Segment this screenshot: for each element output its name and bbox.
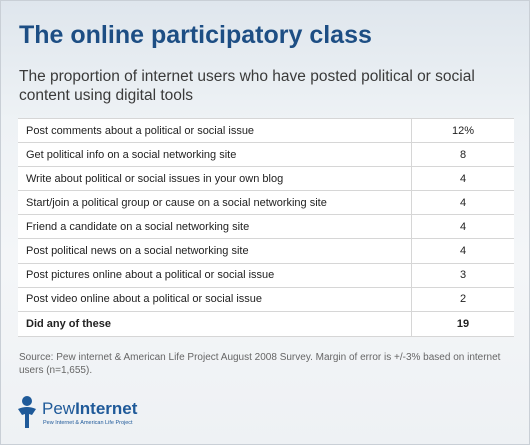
row-value: 4 <box>411 166 514 192</box>
chart-subtitle: The proportion of internet users who hav… <box>19 68 475 104</box>
row-value: 12% <box>411 117 514 144</box>
row-label: Post political news on a social networki… <box>18 238 412 264</box>
table-row: Write about political or social issues i… <box>18 166 514 192</box>
logo-word-internet: Internet <box>75 399 138 418</box>
row-label: Get political info on a social networkin… <box>18 142 412 168</box>
logo-wordmark: PewInternet <box>42 399 137 419</box>
row-label: Friend a candidate on a social networkin… <box>18 214 412 240</box>
row-label: Post comments about a political or socia… <box>18 117 412 144</box>
table-row: Post political news on a social networki… <box>18 238 514 264</box>
row-value: 4 <box>411 238 514 264</box>
table-total-row: Did any of these 19 <box>18 310 514 337</box>
pew-internet-logo: PewInternet Pew Internet & American Life… <box>15 395 215 435</box>
row-value: 4 <box>411 190 514 216</box>
person-icon <box>18 396 36 428</box>
row-label: Start/join a political group or cause on… <box>18 190 412 216</box>
row-value: 2 <box>411 286 514 312</box>
table-row: Friend a candidate on a social networkin… <box>18 214 514 240</box>
table-row: Post comments about a political or socia… <box>18 117 514 144</box>
table-row: Get political info on a social networkin… <box>18 142 514 168</box>
row-value: 19 <box>411 310 514 337</box>
row-label: Write about political or social issues i… <box>18 166 412 192</box>
source-note: Source: Pew internet & American Life Pro… <box>19 352 501 376</box>
row-value: 4 <box>411 214 514 240</box>
table-row: Start/join a political group or cause on… <box>18 190 514 216</box>
row-value: 8 <box>411 142 514 168</box>
table-row: Post video online about a political or s… <box>18 286 514 312</box>
chart-title: The online participatory class <box>19 21 372 49</box>
row-value: 3 <box>411 262 514 288</box>
logo-word-pew: Pew <box>42 399 76 418</box>
row-label: Post pictures online about a political o… <box>18 262 412 288</box>
table-row: Post pictures online about a political o… <box>18 262 514 288</box>
data-table: Post comments about a political or socia… <box>18 117 514 337</box>
row-label: Did any of these <box>18 310 412 337</box>
row-label: Post video online about a political or s… <box>18 286 412 312</box>
logo-tagline: Pew Internet & American Life Project <box>43 420 133 426</box>
